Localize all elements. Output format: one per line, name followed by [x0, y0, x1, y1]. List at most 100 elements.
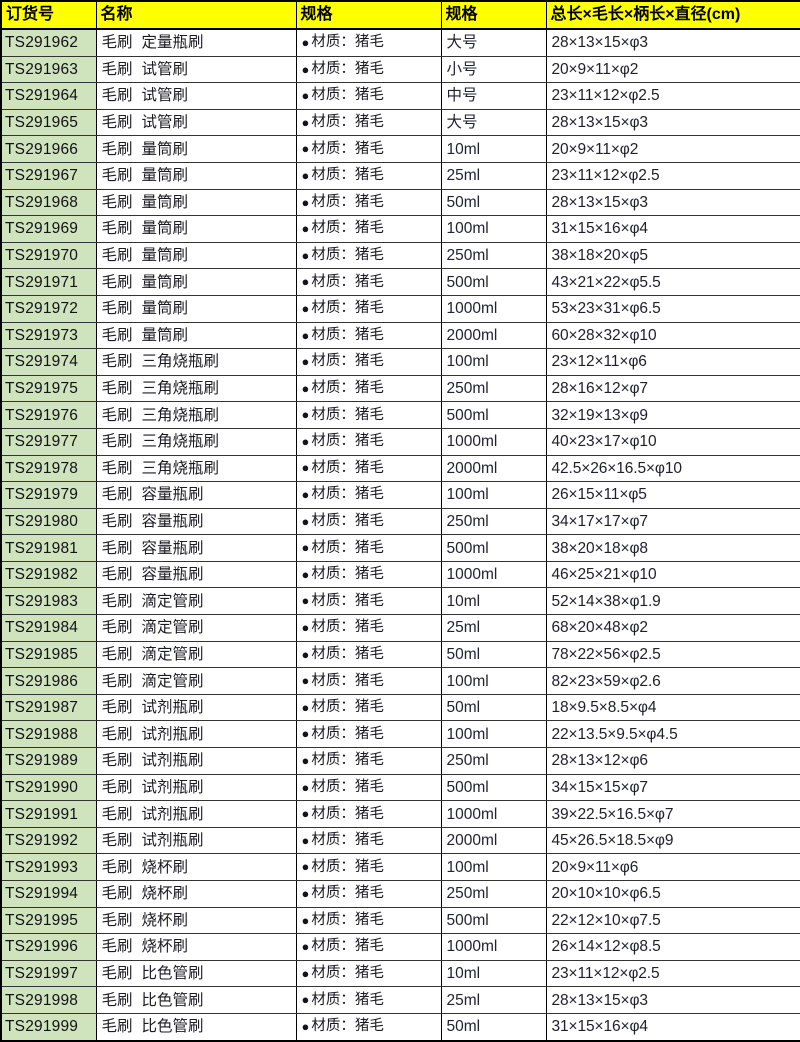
cell-size: 2000ml	[441, 322, 547, 350]
material-label: 材质：猪毛	[311, 672, 384, 689]
table-row: TS291983 毛刷 滴定管刷 ● 材质：猪毛 10ml 52×14×38×φ1.9	[1, 587, 800, 616]
cell-order-code: TS291992	[1, 827, 97, 855]
cell-product-name: 毛刷 容量瓶刷	[96, 508, 297, 536]
cell-order-code: TS291969	[1, 215, 97, 243]
cell-material: ● 材质：猪毛	[296, 82, 442, 110]
cell-order-code: TS291979	[1, 481, 97, 509]
bullet-icon: ●	[301, 34, 310, 50]
cell-size: 100ml	[441, 348, 547, 376]
cell-material: ● 材质：猪毛	[296, 907, 442, 935]
table-row: TS291966 毛刷 量筒刷 ● 材质：猪毛 10ml 20×9×11×φ2	[1, 135, 800, 163]
product-type-label: 毛刷	[101, 645, 133, 663]
material-label: 材质：猪毛	[311, 193, 384, 210]
cell-material: ● 材质：猪毛	[296, 162, 442, 190]
material-label: 材质：猪毛	[311, 938, 384, 955]
cell-product-name: 毛刷 容量瓶刷	[96, 534, 297, 562]
cell-dimensions: 40×23×17×φ10	[546, 428, 800, 456]
cell-size: 50ml	[441, 641, 547, 669]
cell-size: 25ml	[441, 986, 547, 1014]
material-label: 材质：猪毛	[311, 566, 384, 583]
cell-product-name: 毛刷 烧杯刷	[96, 880, 297, 908]
cell-dimensions: 22×13.5×9.5×φ4.5	[546, 720, 800, 749]
bullet-icon: ●	[301, 407, 310, 423]
cell-order-code: TS291971	[1, 268, 97, 296]
bullet-icon: ●	[301, 699, 310, 715]
bullet-icon: ●	[301, 194, 310, 210]
product-type-label: 毛刷	[101, 193, 133, 211]
material-label: 材质：猪毛	[311, 592, 384, 609]
product-variant-label: 比色管刷	[141, 991, 204, 1009]
cell-product-name: 毛刷 试剂瓶刷	[96, 774, 297, 802]
cell-dimensions: 28×13×12×φ6	[546, 747, 800, 775]
cell-size: 500ml	[441, 401, 547, 429]
cell-material: ● 材质：猪毛	[296, 242, 442, 270]
cell-product-name: 毛刷 试剂瓶刷	[96, 800, 297, 828]
product-variant-label: 容量瓶刷	[141, 512, 204, 530]
cell-size: 500ml	[441, 907, 547, 935]
table-row: TS291982 毛刷 容量瓶刷 ● 材质：猪毛 1000ml 46×25×21×φ10	[1, 561, 800, 589]
table-row: TS291969 毛刷 量筒刷 ● 材质：猪毛 100ml 31×15×16×φ4	[1, 215, 800, 243]
cell-dimensions: 23×11×12×φ2.5	[546, 162, 800, 190]
cell-dimensions: 31×15×16×φ4	[546, 215, 800, 243]
material-label: 材质：猪毛	[311, 619, 384, 636]
cell-dimensions: 28×13×15×φ3	[546, 986, 800, 1014]
column-header-dimensions: 总长×毛长×柄长×直径(cm)	[546, 1, 800, 30]
cell-dimensions: 82×23×59×φ2.6	[546, 667, 800, 695]
product-type-label: 毛刷	[101, 539, 133, 557]
material-label: 材质：猪毛	[311, 832, 384, 849]
product-variant-label: 试管刷	[141, 60, 189, 78]
product-type-label: 毛刷	[101, 991, 133, 1009]
bullet-icon: ●	[301, 779, 310, 795]
cell-order-code: TS291999	[1, 1013, 97, 1041]
table-row: TS291978 毛刷 三角烧瓶刷 ● 材质：猪毛 2000ml 42.5×26×16.5×…	[1, 455, 800, 483]
bullet-icon: ●	[301, 912, 310, 928]
table-row: TS291984 毛刷 滴定管刷 ● 材质：猪毛 25ml 68×20×48×φ2	[1, 614, 800, 642]
bullet-icon: ●	[301, 61, 310, 77]
material-label: 材质：猪毛	[311, 326, 384, 343]
product-variant-label: 比色管刷	[141, 965, 204, 983]
cell-product-name: 毛刷 试剂瓶刷	[96, 720, 297, 749]
product-type-label: 毛刷	[101, 752, 133, 770]
cell-order-code: TS291977	[1, 428, 97, 456]
cell-dimensions: 38×20×18×φ8	[546, 534, 800, 562]
product-type-label: 毛刷	[101, 380, 133, 398]
cell-size: 1000ml	[441, 428, 547, 456]
cell-material: ● 材质：猪毛	[296, 375, 442, 403]
cell-size: 250ml	[441, 508, 547, 536]
cell-dimensions: 39×22.5×16.5×φ7	[546, 800, 800, 828]
product-type-label: 毛刷	[101, 911, 133, 929]
cell-material: ● 材质：猪毛	[296, 667, 442, 695]
cell-product-name: 毛刷 烧杯刷	[96, 933, 297, 961]
cell-dimensions: 23×11×12×φ2.5	[546, 960, 800, 988]
table-row: TS291967 毛刷 量筒刷 ● 材质：猪毛 25ml 23×11×12×φ2.5	[1, 162, 800, 190]
cell-order-code: TS291990	[1, 774, 97, 802]
cell-material: ● 材质：猪毛	[296, 135, 442, 163]
table-row: TS291993 毛刷 烧杯刷 ● 材质：猪毛 100ml 20×9×11×φ6	[1, 853, 800, 881]
bullet-icon: ●	[301, 646, 310, 662]
product-variant-label: 三角烧瓶刷	[141, 353, 220, 371]
bullet-icon: ●	[301, 380, 310, 396]
product-variant-label: 烧杯刷	[141, 938, 189, 956]
material-label: 材质：猪毛	[311, 991, 384, 1008]
bullet-icon: ●	[301, 487, 310, 503]
cell-dimensions: 45×26.5×18.5×φ9	[546, 827, 800, 855]
cell-product-name: 毛刷 三角烧瓶刷	[96, 375, 297, 403]
product-variant-label: 试剂瓶刷	[141, 805, 204, 823]
material-label: 材质：猪毛	[311, 965, 384, 982]
cell-dimensions: 23×11×12×φ2.5	[546, 82, 800, 110]
cell-dimensions: 52×14×38×φ1.9	[546, 587, 800, 616]
material-label: 材质：猪毛	[311, 778, 384, 795]
cell-product-name: 毛刷 滴定管刷	[96, 641, 297, 669]
table-row: TS291998 毛刷 比色管刷 ● 材质：猪毛 25ml 28×13×15×φ3	[1, 986, 800, 1014]
cell-product-name: 毛刷 三角烧瓶刷	[96, 348, 297, 376]
cell-order-code: TS291978	[1, 455, 97, 483]
cell-order-code: TS291989	[1, 747, 97, 775]
table-row: TS291975 毛刷 三角烧瓶刷 ● 材质：猪毛 250ml 28×16×12×φ7	[1, 375, 800, 403]
cell-size: 大号	[441, 109, 547, 137]
cell-order-code: TS291984	[1, 614, 97, 642]
product-type-label: 毛刷	[101, 459, 133, 477]
material-label: 材质：猪毛	[311, 805, 384, 822]
cell-size: 100ml	[441, 667, 547, 695]
product-type-label: 毛刷	[101, 699, 133, 717]
product-variant-label: 三角烧瓶刷	[141, 459, 220, 477]
